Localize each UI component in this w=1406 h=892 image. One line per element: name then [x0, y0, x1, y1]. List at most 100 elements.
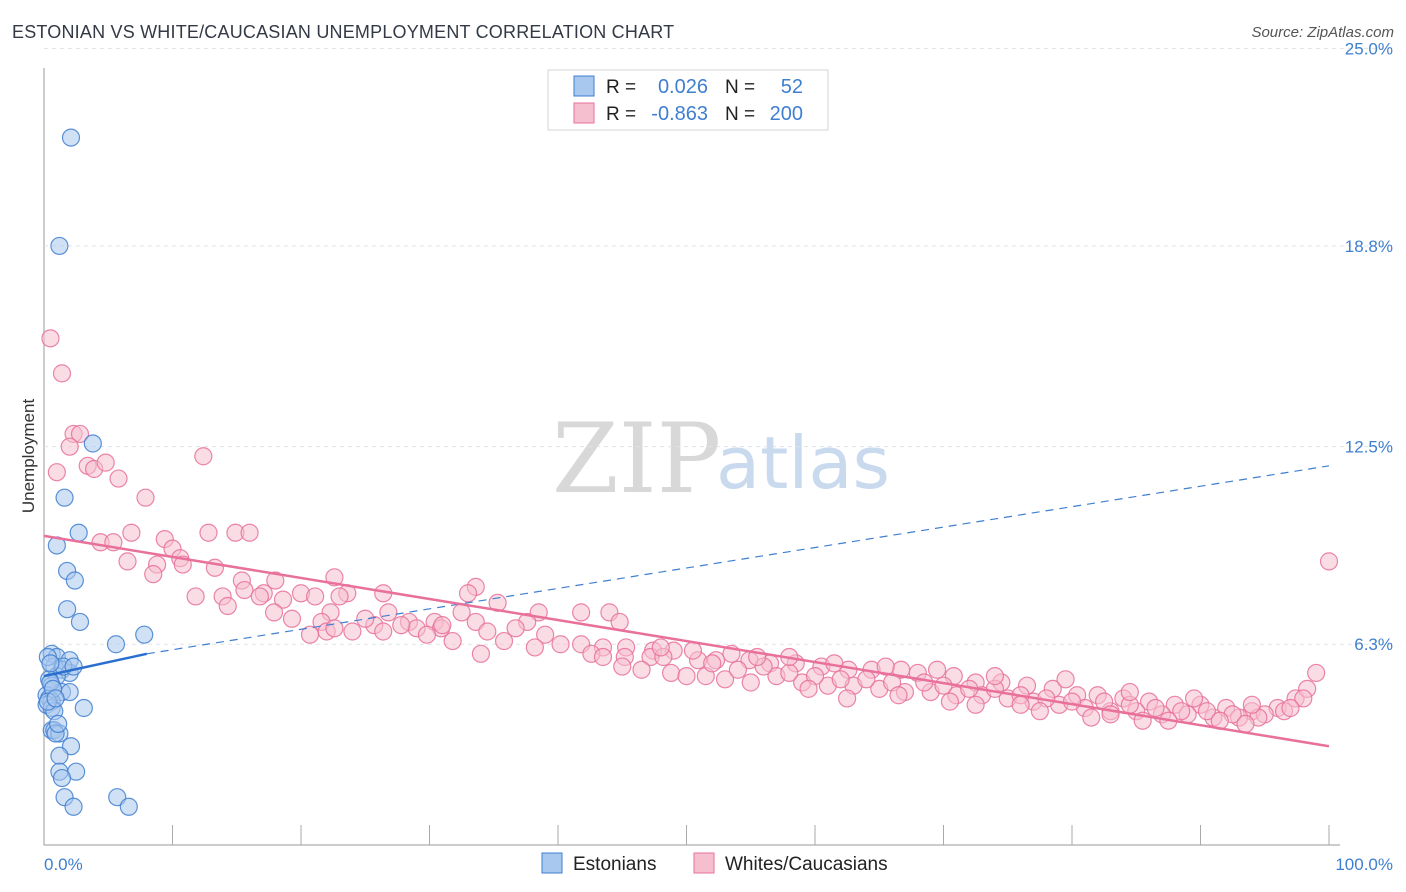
point-estonians	[52, 768, 72, 788]
point-whites	[136, 488, 155, 507]
point-estonians	[83, 434, 102, 453]
point-whites	[379, 603, 398, 622]
point-whites	[273, 590, 293, 609]
legend-r-label-whites: R =	[606, 104, 636, 125]
chart-title: ESTONIAN VS WHITE/CAUCASIAN UNEMPLOYMENT…	[12, 22, 675, 42]
point-whites	[831, 670, 850, 689]
point-whites	[715, 670, 735, 689]
point-whites	[52, 364, 72, 383]
point-whites	[536, 625, 555, 644]
point-whites	[703, 654, 722, 673]
bottom-legend-label-estonians: Estonians	[573, 854, 656, 875]
point-whites	[1056, 670, 1075, 689]
point-whites	[661, 663, 681, 683]
point-whites	[47, 463, 66, 482]
point-whites	[741, 673, 760, 692]
point-whites	[677, 667, 696, 686]
point-estonians	[55, 488, 74, 507]
legend-r-value-estonians: 0.026	[658, 76, 708, 98]
point-whites	[118, 552, 137, 571]
point-whites	[1236, 714, 1255, 734]
point-whites	[330, 587, 349, 606]
point-estonians	[58, 600, 77, 619]
point-whites	[780, 663, 799, 683]
point-whites	[1120, 682, 1139, 702]
point-whites	[250, 587, 269, 606]
point-whites	[199, 523, 218, 542]
point-whites	[70, 424, 90, 444]
point-estonians	[106, 635, 126, 654]
point-whites	[728, 660, 748, 679]
point-whites	[417, 625, 437, 644]
point-estonians	[119, 797, 138, 816]
point-whites	[651, 638, 670, 657]
source-label: Source: ZipAtlas.com	[1251, 24, 1394, 41]
point-whites	[985, 667, 1005, 686]
point-whites	[683, 641, 703, 660]
point-whites	[1030, 702, 1049, 721]
legend-r-value-whites: -0.863	[651, 103, 708, 125]
point-estonians	[49, 714, 68, 734]
point-whites	[109, 469, 128, 488]
y-tick-label: 12.5%	[1345, 438, 1393, 457]
point-whites	[1242, 695, 1262, 714]
point-whites	[443, 631, 462, 651]
bottom-legend-label-whites: Whites/Caucasians	[725, 854, 888, 875]
point-whites	[96, 453, 115, 472]
bottom-legend-swatch-whites	[693, 852, 715, 874]
point-whites	[915, 673, 934, 692]
point-whites	[593, 647, 613, 667]
point-whites	[60, 437, 79, 456]
point-estonians	[74, 698, 93, 718]
point-whites	[1184, 689, 1204, 708]
point-whites	[572, 603, 591, 622]
point-whites	[478, 622, 497, 641]
point-whites	[392, 616, 411, 635]
point-estonians	[46, 689, 65, 708]
legend-n-label-estonians: N =	[725, 77, 755, 98]
point-whites	[1062, 692, 1082, 711]
point-whites	[325, 619, 344, 638]
point-estonians	[64, 797, 83, 816]
point-whites	[799, 679, 818, 698]
legend-swatch-whites	[573, 102, 595, 124]
point-whites	[343, 622, 362, 641]
point-whites	[551, 635, 570, 654]
legend-n-value-whites: 200	[770, 103, 803, 125]
point-whites	[458, 584, 478, 603]
point-estonians	[135, 625, 154, 644]
point-whites	[525, 638, 544, 657]
point-whites	[41, 329, 60, 348]
point-whites	[122, 523, 141, 542]
y-axis-label: Unemployment	[19, 399, 38, 514]
point-whites	[494, 631, 514, 651]
legend-n-value-estonians: 52	[781, 76, 803, 98]
trend-line-whites	[43, 534, 1330, 748]
point-whites	[374, 622, 393, 641]
point-whites	[264, 603, 284, 622]
point-whites	[433, 616, 452, 635]
point-whites	[838, 689, 857, 708]
bottom-legend-swatch-estonians	[541, 852, 563, 874]
point-estonians	[70, 612, 90, 632]
point-whites	[356, 609, 375, 628]
y-tick-label: 6.3%	[1354, 635, 1393, 654]
watermark-zip: ZIP	[552, 403, 721, 515]
point-whites	[235, 580, 254, 600]
point-estonians	[64, 657, 83, 676]
point-whites	[282, 609, 302, 628]
point-whites	[306, 587, 325, 606]
point-whites	[1146, 698, 1165, 718]
point-whites	[186, 587, 205, 606]
x-tick-label-min: 0.0%	[44, 855, 83, 874]
legend-frame	[547, 69, 829, 131]
legend-box: R = 0.026 N = 52 R = -0.863 N = 200	[547, 69, 829, 131]
point-whites	[876, 657, 895, 676]
x-tick-label-max: 100.0%	[1335, 855, 1393, 874]
point-whites	[144, 565, 163, 584]
point-estonians	[41, 654, 60, 673]
watermark-atlas: atlas	[716, 421, 890, 505]
point-whites	[1082, 708, 1101, 727]
point-whites	[940, 692, 960, 711]
